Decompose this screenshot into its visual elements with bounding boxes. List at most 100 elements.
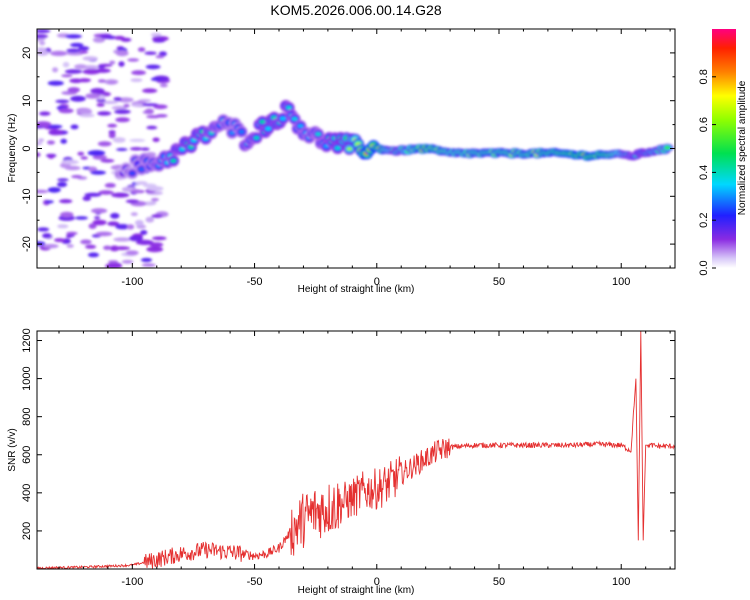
y-tick-label: 200 bbox=[21, 522, 33, 540]
heatmap-noise-cell bbox=[131, 70, 147, 76]
heatmap-noise-cell bbox=[140, 230, 148, 235]
heatmap-noise-cell bbox=[128, 235, 143, 242]
heatmap-noise-cell bbox=[45, 200, 54, 204]
heatmap-noise-cell bbox=[70, 95, 86, 102]
heatmap-noise-cell bbox=[97, 79, 106, 83]
colorbar-axis: 0.0 0.2 0.4 0.6 0.8 bbox=[698, 69, 716, 276]
heatmap-noise-cell bbox=[107, 221, 120, 226]
heatmap-noise-cell bbox=[113, 97, 122, 102]
heatmap-noise-cell bbox=[95, 231, 113, 237]
heatmap-noise-cell bbox=[105, 263, 123, 268]
heatmap-noise-cell bbox=[39, 111, 51, 116]
heatmap-noise-cell bbox=[97, 111, 112, 116]
heatmap-noise-cell bbox=[79, 50, 89, 54]
heatmap-noise-cell bbox=[125, 199, 139, 204]
heatmap-noise-cell bbox=[92, 219, 107, 226]
heatmap-cell bbox=[229, 131, 236, 135]
heatmap-noise-cell bbox=[78, 78, 91, 83]
heatmap-noise-cell bbox=[56, 181, 68, 188]
line-plot-x-axis-label: Height of straight line (km) bbox=[298, 585, 415, 596]
heatmap-noise-cell bbox=[116, 148, 128, 151]
heatmap-noise-cell bbox=[70, 124, 79, 130]
heatmap-noise-cell bbox=[159, 83, 168, 88]
heatmap-noise-cell bbox=[147, 186, 164, 192]
heatmap-noise-cell bbox=[118, 61, 125, 67]
heatmap-noise-cell bbox=[52, 67, 59, 73]
y-tick-label: -10 bbox=[21, 188, 33, 204]
heatmap-noise-cell bbox=[65, 34, 82, 39]
heatmap-noise-cell bbox=[85, 244, 97, 249]
line-plot-axes: -100 -50 0 50 100 200 400 600 800 1000 1200 bbox=[21, 328, 675, 588]
heatmap-noise-cell bbox=[37, 121, 52, 127]
heatmap-noise-cell bbox=[129, 138, 146, 142]
heatmap-noise-cell bbox=[47, 124, 63, 129]
heatmap-noise-cell bbox=[141, 263, 156, 267]
heatmap-noise-cell bbox=[107, 80, 117, 85]
heatmap-noise-cell bbox=[47, 187, 61, 193]
heatmap-noise-cell bbox=[150, 201, 157, 205]
heatmap-y-axis-label: Frequency (Hz) bbox=[7, 114, 18, 183]
heatmap-noise-cell bbox=[85, 93, 100, 99]
heatmap-noise-cell bbox=[101, 100, 119, 104]
heatmap-noise-cell bbox=[37, 152, 41, 157]
x-tick-label: 50 bbox=[493, 276, 505, 288]
heatmap-noise-cell bbox=[127, 58, 140, 62]
heatmap-cell bbox=[129, 171, 136, 176]
x-tick-label: 100 bbox=[612, 276, 630, 288]
heatmap-noise-cell bbox=[67, 87, 81, 93]
heatmap-noise-cell bbox=[140, 257, 153, 263]
heatmap-noise-cell bbox=[78, 46, 90, 51]
heatmap-noise-cell bbox=[71, 175, 83, 179]
heatmap-noise-cell bbox=[37, 50, 49, 56]
heatmap-noise-cell bbox=[103, 245, 112, 250]
heatmap-noise-cell bbox=[114, 109, 131, 114]
heatmap-noise-cell bbox=[131, 103, 144, 107]
heatmap-noise-cell bbox=[42, 244, 59, 249]
heatmap-noise-cell bbox=[141, 103, 159, 107]
heatmap-noise-cell bbox=[142, 88, 158, 93]
heatmap-cell bbox=[291, 117, 298, 121]
heatmap-noise-cell bbox=[47, 140, 55, 145]
heatmap-noise-cell bbox=[78, 108, 93, 115]
heatmap-noise-cell bbox=[113, 246, 131, 251]
heatmap-noise-cell bbox=[150, 32, 162, 37]
heatmap-noise-cell bbox=[47, 154, 55, 159]
heatmap-noise-cell bbox=[135, 181, 148, 185]
heatmap-noise-cell bbox=[61, 74, 73, 78]
heatmap-noise-cell bbox=[92, 37, 106, 43]
heatmap-noise-cell bbox=[108, 260, 119, 264]
heatmap-noise-cell bbox=[70, 42, 84, 48]
chart-title: KOM5.2026.006.00.14.G28 bbox=[270, 2, 442, 18]
heatmap-noise-cell bbox=[94, 216, 101, 220]
heatmap-noise-cell bbox=[145, 216, 155, 223]
heatmap-noise-cell bbox=[37, 47, 47, 51]
colorbar-tick-label: 0.6 bbox=[698, 117, 710, 132]
heatmap-noise-cell bbox=[151, 198, 159, 202]
heatmap-cell bbox=[346, 147, 353, 151]
heatmap-noise-cell bbox=[58, 108, 74, 114]
heatmap-cell bbox=[188, 145, 194, 149]
y-tick-label: 800 bbox=[21, 408, 33, 426]
heatmap-noise-cell bbox=[60, 211, 74, 218]
y-tick-label: 1200 bbox=[21, 328, 33, 352]
line-plot-frame bbox=[36, 330, 676, 570]
x-tick-label: -100 bbox=[121, 276, 143, 288]
heatmap-noise-cell bbox=[97, 141, 112, 147]
heatmap-noise-cell bbox=[137, 47, 146, 52]
heatmap-noise-cell bbox=[64, 69, 83, 74]
heatmap-noise-cell bbox=[114, 35, 125, 40]
x-tick-label: -100 bbox=[121, 576, 143, 588]
heatmap-noise-cell bbox=[55, 99, 70, 104]
colorbar-tick-label: 0.8 bbox=[698, 69, 710, 84]
heatmap-noise-cell bbox=[129, 147, 143, 151]
heatmap-noise-cell bbox=[79, 113, 95, 118]
heatmap-noise-cell bbox=[140, 147, 150, 151]
heatmap-cell bbox=[664, 145, 671, 150]
heatmap-cell bbox=[253, 136, 260, 140]
snr-series-line bbox=[37, 331, 675, 569]
heatmap-cell bbox=[297, 124, 304, 128]
heatmap-noise-cell bbox=[115, 50, 129, 57]
heatmap-noise-cell bbox=[144, 51, 157, 55]
heatmap-noise-cell bbox=[96, 98, 106, 103]
